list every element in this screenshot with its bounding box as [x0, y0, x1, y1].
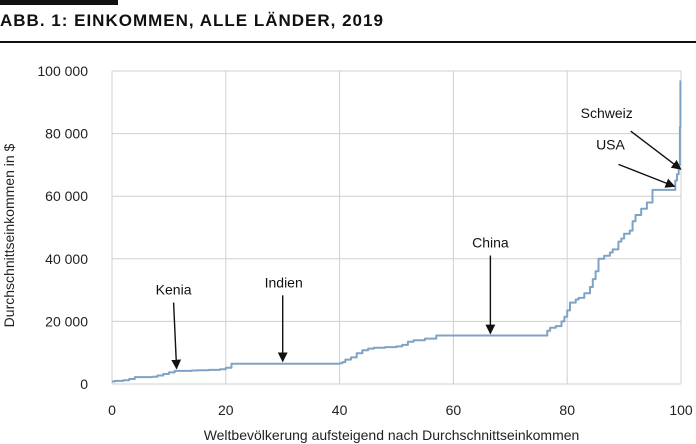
annotation-arrow	[630, 130, 682, 170]
income-line	[112, 80, 682, 383]
tick-labels: 0 20 40 60 80 100 0 20 000 40 000 60 000 80 000 100…	[37, 63, 693, 418]
y-tick-label: 80 000	[45, 126, 88, 142]
annotation-arrow	[618, 163, 676, 188]
annotations: Kenia Indien China USA Schweiz	[156, 105, 682, 370]
annotation-label: China	[472, 234, 509, 250]
annotation-label: USA	[596, 136, 625, 152]
x-axis-label: Weltbevölkerung aufsteigend nach Durchsc…	[204, 427, 580, 443]
x-tick-label: 80	[559, 402, 575, 418]
title-rule	[0, 41, 696, 43]
annotation-label: Indien	[265, 274, 303, 290]
y-axis-label: Durchschnittseinkommen in $	[1, 143, 17, 327]
x-tick-label: 20	[218, 402, 234, 418]
chart-title: ABB. 1: EINKOMMEN, ALLE LÄNDER, 2019	[0, 11, 384, 30]
x-tick-label: 100	[669, 402, 693, 418]
y-tick-label: 0	[80, 376, 88, 392]
x-tick-label: 40	[332, 402, 348, 418]
grid	[111, 70, 682, 385]
x-tick-label: 60	[446, 402, 462, 418]
y-tick-label: 60 000	[45, 188, 88, 204]
y-tick-label: 40 000	[45, 251, 88, 267]
series	[112, 80, 682, 383]
annotation-label: Kenia	[156, 282, 192, 298]
y-tick-label: 20 000	[45, 313, 88, 329]
title-accent-bar	[0, 0, 118, 5]
y-tick-label: 100 000	[37, 63, 88, 79]
annotation-arrow	[171, 302, 182, 370]
annotation-label: Schweiz	[581, 105, 633, 121]
x-tick-label: 0	[108, 402, 116, 418]
